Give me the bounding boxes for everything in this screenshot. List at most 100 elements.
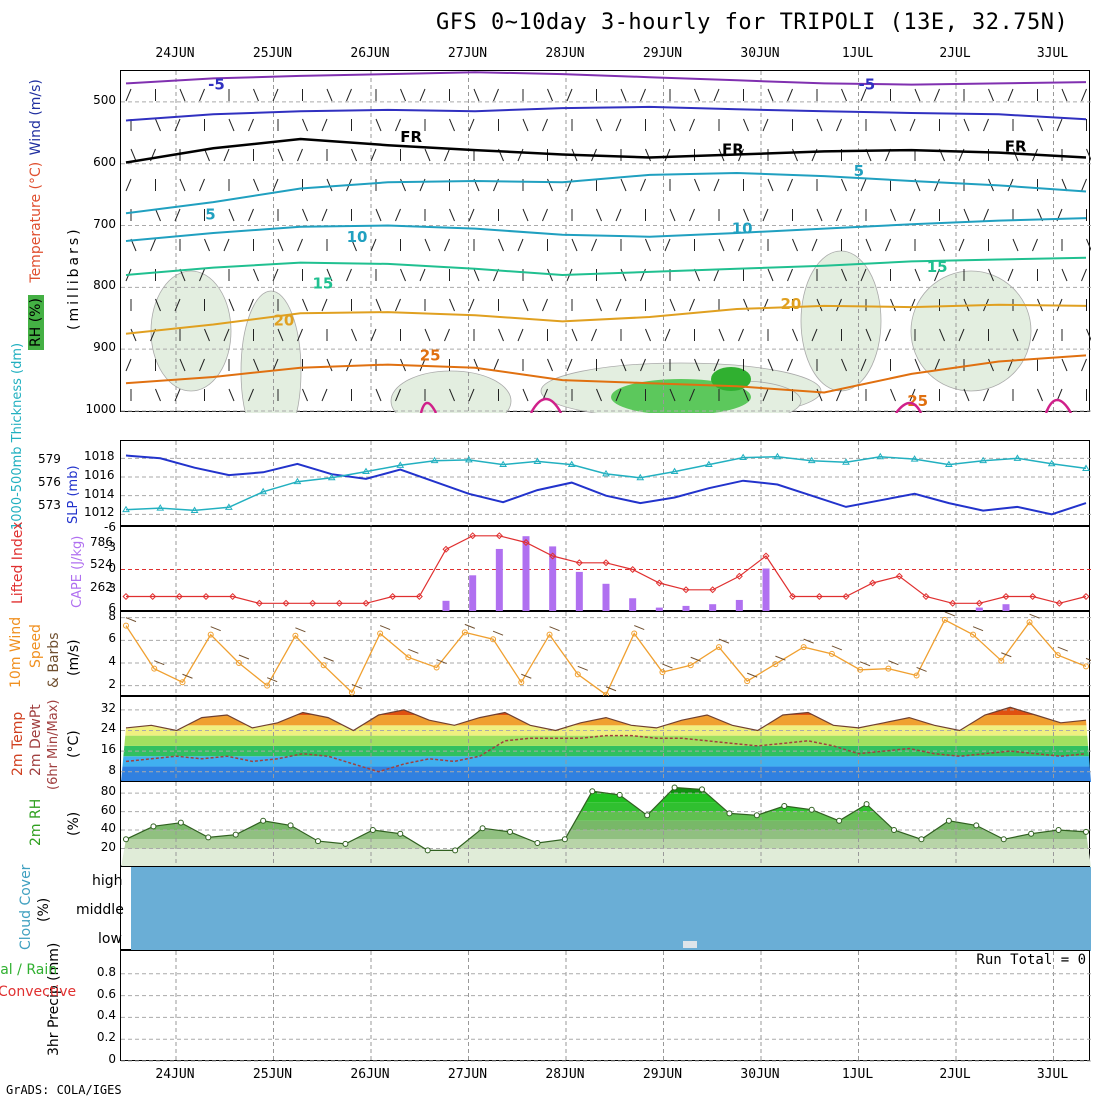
thickness-point xyxy=(602,469,610,477)
wind10-barb xyxy=(1085,657,1097,663)
isotherm-15 xyxy=(125,256,1087,277)
rh-point xyxy=(671,784,678,791)
wind-barb xyxy=(689,388,695,402)
rh-point xyxy=(918,836,925,843)
lifted-point xyxy=(1002,592,1010,601)
temp-label-a: 2m Temp xyxy=(10,711,26,776)
wind-barb xyxy=(253,358,259,372)
wind-barb xyxy=(792,148,798,162)
rh-point xyxy=(863,801,870,808)
wind10-barb xyxy=(379,625,391,630)
isotherm-label: FR xyxy=(722,140,744,158)
wind-barb xyxy=(909,208,916,222)
wind-barb xyxy=(444,148,450,162)
wind-barb xyxy=(351,238,357,252)
lifted-point xyxy=(549,552,557,560)
cape-bar xyxy=(442,600,450,611)
wind-barb xyxy=(125,88,132,102)
wind10-barb xyxy=(888,660,899,666)
lifted-point xyxy=(842,592,850,601)
wind-barb xyxy=(326,88,333,102)
wind10-barb xyxy=(408,648,419,654)
wind10-barb xyxy=(972,626,984,632)
cloud-label: Cloud Cover xyxy=(18,864,34,950)
y-tick-label: -3 xyxy=(104,540,116,555)
wind-barb xyxy=(983,208,989,222)
cloud-level-middle: middle xyxy=(76,902,124,918)
rh-point xyxy=(260,817,267,824)
rh-point xyxy=(287,822,294,829)
wind-barb xyxy=(792,328,798,342)
thickness-point xyxy=(362,467,370,475)
wind10-barb xyxy=(831,645,843,651)
wind10-barb xyxy=(464,623,476,629)
y-tick-label: 800 xyxy=(93,278,116,293)
wind-barb xyxy=(449,118,455,132)
wind-barb xyxy=(493,88,499,102)
wind-barb xyxy=(375,118,382,132)
rh-point xyxy=(1083,828,1089,835)
rh-high-area xyxy=(611,379,751,415)
rh-point xyxy=(836,817,843,824)
y-tick-label: 60 xyxy=(100,802,116,817)
thickness-point xyxy=(876,452,885,460)
rh-point xyxy=(808,806,815,813)
wind-barb xyxy=(277,238,284,252)
thickness-point xyxy=(670,467,679,475)
date-label: 27JUN xyxy=(447,46,488,61)
wind-barb xyxy=(424,238,431,252)
wind-barb xyxy=(571,328,578,342)
rh-band xyxy=(121,793,1091,803)
thickness-point xyxy=(567,460,576,468)
lifted-point xyxy=(869,579,877,587)
rh-panel xyxy=(120,781,1091,867)
wind-barb xyxy=(272,268,279,282)
wind-barb xyxy=(223,148,230,162)
wind-barb xyxy=(890,298,896,312)
wind-barb xyxy=(1081,178,1087,192)
rh-point xyxy=(452,847,459,854)
wind-barb xyxy=(125,178,132,192)
wind10-line xyxy=(125,619,1087,696)
isotherm-label: -5 xyxy=(859,76,876,94)
wind-barb xyxy=(689,298,695,312)
wind-barb xyxy=(449,298,455,312)
wind10-point xyxy=(1054,652,1061,659)
slp-tick: 1012 xyxy=(84,505,115,520)
cape-tick: 524 xyxy=(90,557,113,572)
lifted-point xyxy=(122,592,130,601)
wind10-barb xyxy=(436,659,447,664)
wind10-point xyxy=(659,669,666,676)
wind-barb xyxy=(836,388,842,402)
wind10-label-b: Speed xyxy=(28,624,44,668)
cape-bar xyxy=(975,607,983,611)
isotherm-label: 20 xyxy=(274,312,295,330)
wind-barb xyxy=(248,208,254,222)
rh-point xyxy=(150,823,157,830)
lifted-label: Lifted Index xyxy=(10,521,26,604)
date-label: 26JUN xyxy=(350,1067,390,1082)
wind-barb xyxy=(934,358,940,372)
wind10-point xyxy=(433,664,440,671)
y-tick-label: 0 xyxy=(108,1052,116,1066)
wind-barb xyxy=(174,298,181,312)
wind-barb xyxy=(179,88,186,102)
thickness-tick: 576 xyxy=(38,475,61,489)
wind-barb xyxy=(297,238,303,252)
rh-band xyxy=(121,848,1091,867)
wind-barb xyxy=(223,238,230,252)
thickness-point xyxy=(190,506,199,513)
wind-barb xyxy=(370,238,377,252)
chart-title: GFS 0~10day 3-hourly for TRIPOLI (13E, 3… xyxy=(436,10,1069,35)
wind10-barb xyxy=(634,625,645,630)
rh-point xyxy=(891,827,897,834)
y-tick-label: 0.6 xyxy=(96,986,116,1001)
wind-barb xyxy=(811,238,818,252)
wind-barb xyxy=(375,208,382,222)
wind-barb xyxy=(890,208,896,222)
wind10-point xyxy=(574,671,581,678)
y-tick-label: 20 xyxy=(100,839,116,854)
wind10-barb xyxy=(690,656,701,662)
wind-barb xyxy=(204,328,210,342)
rh-point xyxy=(753,812,760,819)
